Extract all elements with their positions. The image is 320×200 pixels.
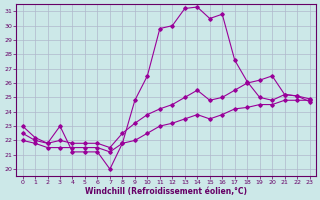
X-axis label: Windchill (Refroidissement éolien,°C): Windchill (Refroidissement éolien,°C) <box>85 187 247 196</box>
